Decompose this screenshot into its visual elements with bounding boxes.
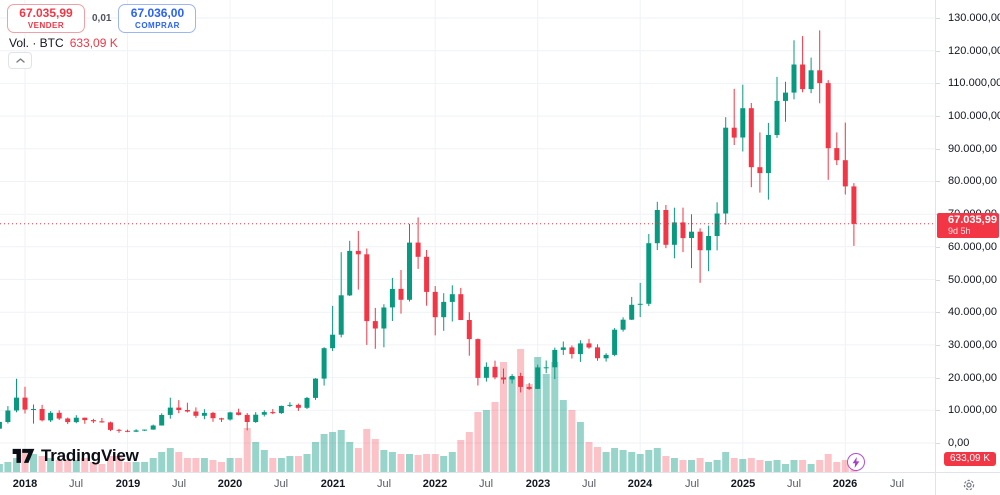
spread-value: 0,01 <box>92 12 112 24</box>
volume-axis-badge: 633,09 K <box>944 452 997 466</box>
price-tick-label: 20.000,00 <box>936 372 1000 384</box>
time-tick-jul: Jul <box>171 478 187 490</box>
price-tick-label: 110.000,00 <box>936 77 1000 89</box>
time-tick-year: 2021 <box>320 478 346 490</box>
price-tick-label: 130.000,00 <box>936 12 1000 24</box>
price-tick-label: 10.000,00 <box>936 404 1000 416</box>
last-price-value: 67.035,99 <box>948 214 997 226</box>
time-tick-year: 2026 <box>832 478 858 490</box>
time-tick-jul: Jul <box>273 478 289 490</box>
gear-icon <box>963 479 974 490</box>
time-tick-year: 2019 <box>115 478 141 490</box>
time-tick-year: 2020 <box>217 478 243 490</box>
tradingview-logo-icon <box>12 448 35 463</box>
volume-legend-title: Vol. · BTC <box>9 36 64 50</box>
price-tick-label: 60.000,00 <box>936 241 1000 253</box>
time-tick-jul: Jul <box>889 478 905 490</box>
time-tick-jul: Jul <box>478 478 494 490</box>
price-tick-label: 90.000,00 <box>936 143 1000 155</box>
tradingview-watermark[interactable]: TradingView <box>12 446 139 466</box>
time-tick-jul: Jul <box>786 478 802 490</box>
time-tick-jul: Jul <box>376 478 392 490</box>
sell-button[interactable]: 67.035,99 VENDER <box>7 4 85 33</box>
time-tick-year: 2018 <box>12 478 38 490</box>
buy-label: COMPRAR <box>135 20 180 30</box>
buy-price: 67.036,00 <box>130 6 185 20</box>
time-tick-year: 2024 <box>627 478 653 490</box>
price-tick-label: 80.000,00 <box>936 175 1000 187</box>
time-tick-year: 2022 <box>422 478 448 490</box>
time-tick-jul: Jul <box>581 478 597 490</box>
sell-price: 67.035,99 <box>19 6 73 20</box>
time-axis[interactable]: 2018 Jul 2019 Jul 2020 Jul 2021 Jul 2022 Jul 2023 J… <box>0 472 1000 495</box>
chevron-up-icon <box>15 58 25 63</box>
time-tick-jul: Jul <box>68 478 84 490</box>
volume-legend: Vol. · BTC 633,09 K <box>9 36 118 50</box>
trade-panel: 67.035,99 VENDER 0,01 67.036,00 COMPRAR <box>7 4 197 33</box>
bar-countdown: 9d 5h <box>948 226 971 236</box>
axis-settings-corner[interactable] <box>935 472 1000 495</box>
price-tick-label: 30.000,00 <box>936 339 1000 351</box>
time-tick-jul: Jul <box>684 478 700 490</box>
collapse-legend-button[interactable] <box>8 52 32 69</box>
last-price-label: 67.035,99 9d 5h <box>937 213 999 238</box>
price-tick-label: 100.000,00 <box>936 110 1000 122</box>
price-axis[interactable]: 67.035,99 9d 5h 633,09 K 130.000,00 120.0… <box>935 0 1000 472</box>
buy-button[interactable]: 67.036,00 COMPRAR <box>118 4 197 33</box>
time-tick-year: 2025 <box>730 478 756 490</box>
price-tick-label: 40.000,00 <box>936 306 1000 318</box>
volume-legend-value: 633,09 K <box>69 36 118 50</box>
time-tick-year: 2023 <box>525 478 551 490</box>
sell-label: VENDER <box>27 20 65 30</box>
lightning-icon[interactable] <box>847 453 865 471</box>
price-tick-label: 120.000,00 <box>936 45 1000 57</box>
watermark-label: TradingView <box>41 446 139 465</box>
price-tick-label: 0,00 <box>936 437 1000 449</box>
price-tick-label: 50.000,00 <box>936 274 1000 286</box>
